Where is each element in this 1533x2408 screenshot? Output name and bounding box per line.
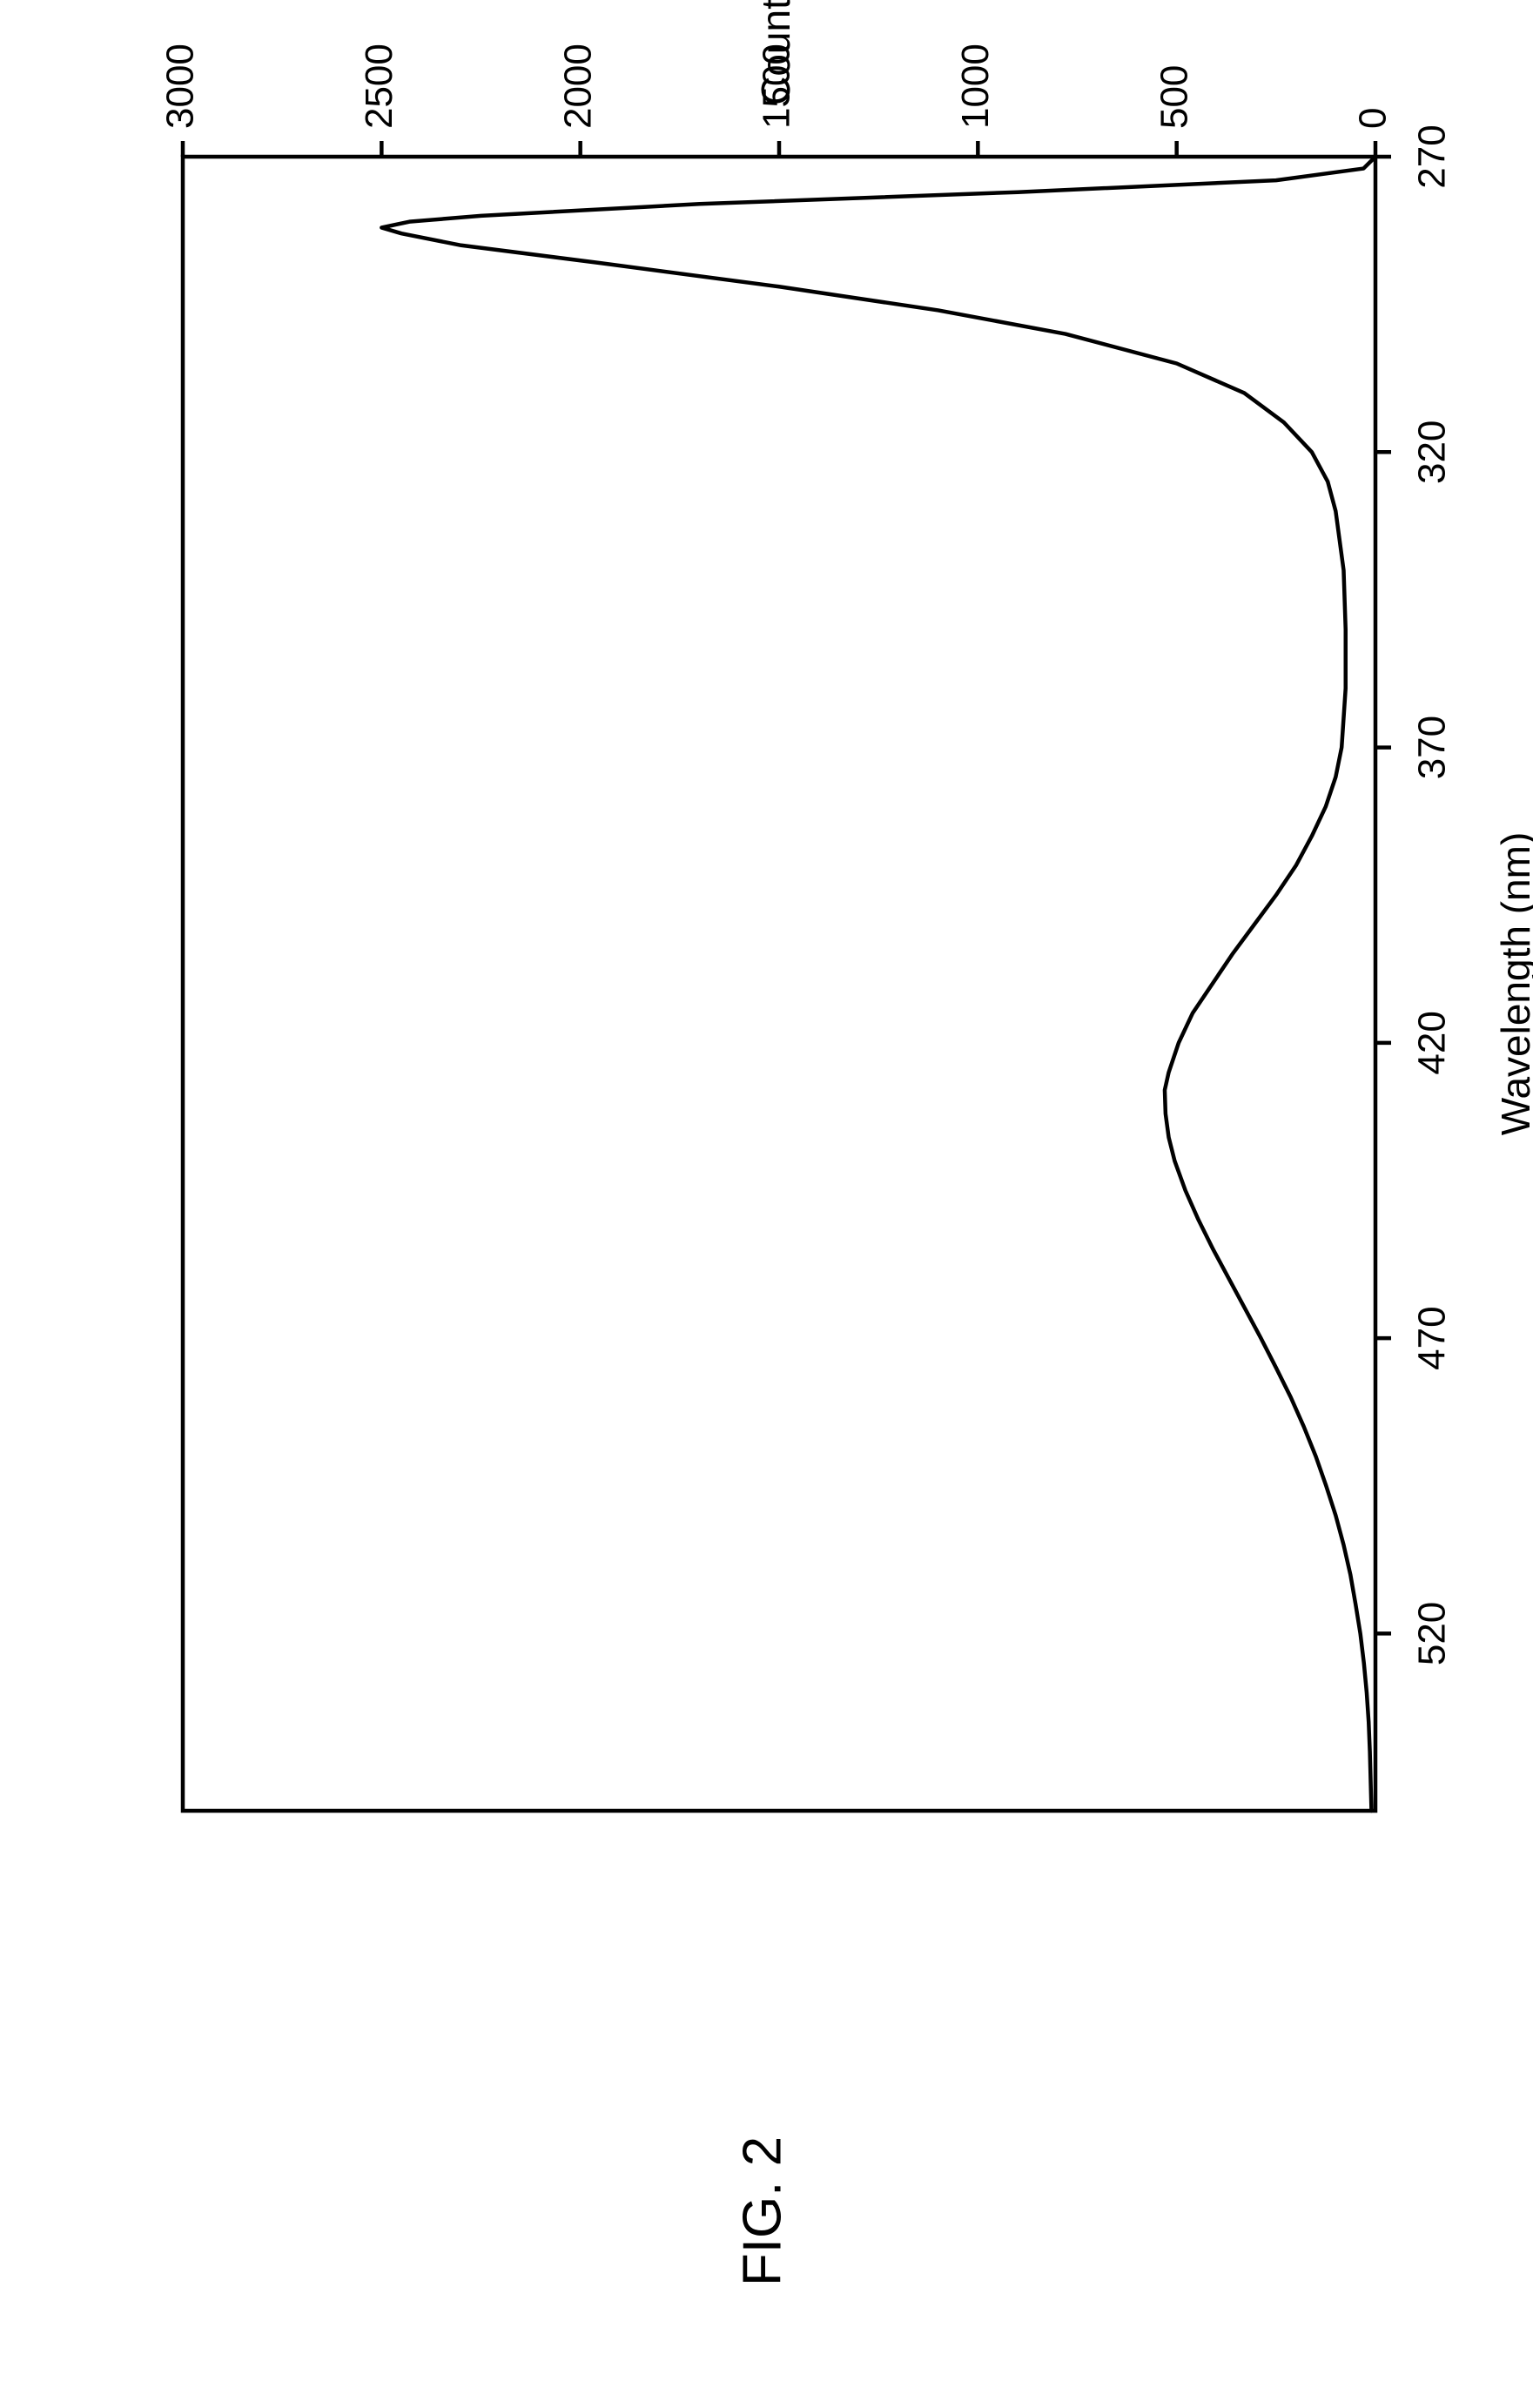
chart-container: 0500100015002000250030002703203704204705… xyxy=(0,0,1533,2404)
wavelength-tick-label: 520 xyxy=(1411,1602,1454,1665)
wavelength-tick-label: 370 xyxy=(1411,716,1454,779)
counts-tick-label: 500 xyxy=(1153,65,1195,129)
spectrum-line xyxy=(381,157,1375,1811)
plot-border xyxy=(183,157,1375,1811)
wavelength-tick-label: 270 xyxy=(1411,124,1454,188)
chart-svg: 0500100015002000250030002703203704204705… xyxy=(0,0,1533,2404)
wavelength-tick-label: 320 xyxy=(1411,420,1454,484)
counts-axis-label: Counts xyxy=(753,0,798,105)
counts-tick-label: 0 xyxy=(1352,108,1395,129)
wavelength-axis-label: Wavelength (nm) xyxy=(1493,832,1533,1136)
counts-tick-label: 2500 xyxy=(358,44,400,129)
counts-tick-label: 3000 xyxy=(159,44,202,129)
figure-label: FIG. 2 xyxy=(732,2136,792,2286)
wavelength-tick-label: 420 xyxy=(1411,1011,1454,1074)
wavelength-tick-label: 470 xyxy=(1411,1306,1454,1369)
counts-tick-label: 1000 xyxy=(954,44,997,129)
counts-tick-label: 2000 xyxy=(556,44,599,129)
